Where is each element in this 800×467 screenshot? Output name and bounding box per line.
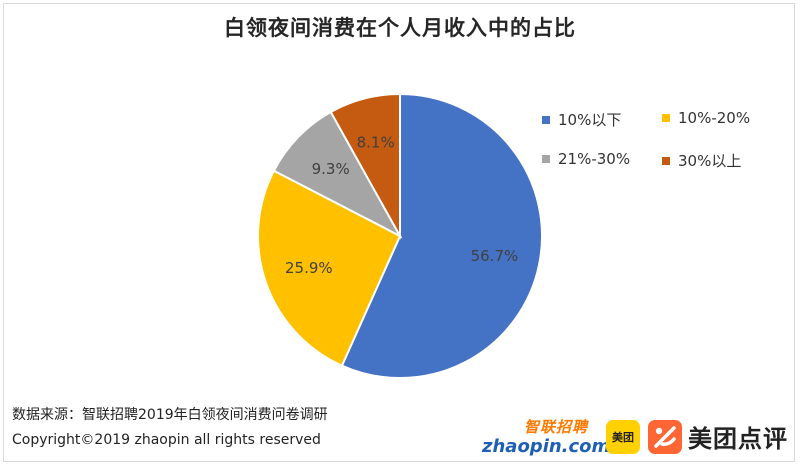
legend-swatch [662, 114, 670, 122]
data-label-10-20: 25.9% [285, 259, 333, 277]
zhaopin-logo-cn: 智联招聘 [523, 418, 588, 436]
legend-swatch [662, 156, 670, 165]
legend-label: 10%以下 [558, 111, 622, 129]
copyright-note: Copyright©2019 zhaopin all rights reserv… [12, 432, 321, 448]
chart-title: 白领夜间消费在个人月收入中的占比 [224, 16, 576, 40]
zhaopin-logo: 智联招聘 zhaopin.com [482, 416, 610, 460]
pie-slice-21-30 [272, 110, 403, 239]
legend-label: 21%-30% [558, 150, 631, 168]
meituan-dianping-logo-text: 美团点评 [688, 425, 788, 453]
pie-slice-30-above [329, 92, 401, 240]
dianping-logo-icon [648, 420, 682, 454]
legend-item-30-above: 30%以上 [662, 150, 741, 171]
legend-swatch [542, 155, 550, 163]
legend-swatch [542, 115, 550, 124]
meituan-logo: 美团 [606, 420, 640, 454]
zhaopin-logo-en: zhaopin.com [482, 436, 611, 457]
legend-label: 30%以上 [678, 152, 742, 170]
pie-slice-10-20 [257, 169, 402, 367]
legend-item-10-below: 10%以下 [542, 109, 621, 130]
legend-item-10-20: 10%-20% [662, 109, 750, 127]
legend-label: 10%-20% [678, 109, 751, 127]
data-label-10-below: 56.7% [471, 247, 519, 265]
data-label-21-30: 9.3% [312, 160, 350, 178]
pie-slice-10-below [340, 92, 543, 379]
data-label-30-above: 8.1% [357, 134, 395, 152]
legend-item-21-30: 21%-30% [542, 150, 630, 168]
data-source-note: 数据来源：智联招聘2019年白领夜间消费问卷调研 [12, 407, 328, 423]
